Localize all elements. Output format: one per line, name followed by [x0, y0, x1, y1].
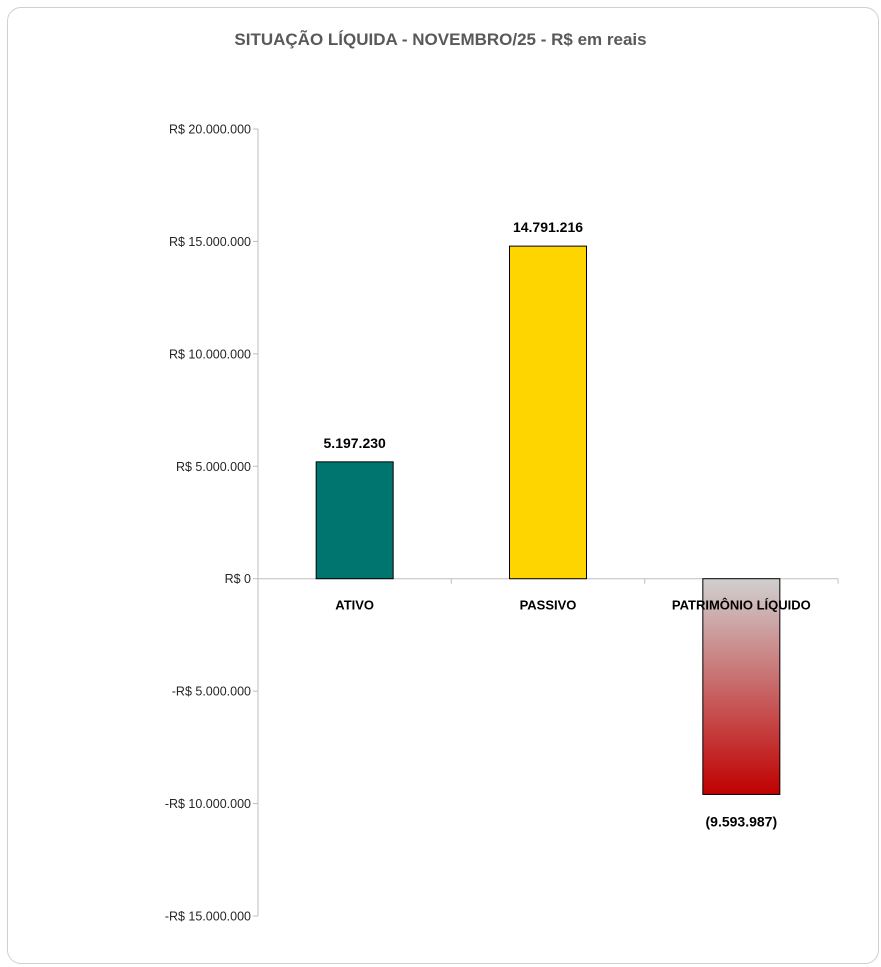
bar-layer: [315, 245, 781, 795]
y-tick-label: R$ 10.000.000: [169, 347, 251, 361]
data-label: 5.197.230: [324, 435, 386, 451]
y-tick-label: R$ 5.000.000: [176, 460, 251, 474]
chart-frame: [7, 7, 879, 964]
axis-layer: R$ 20.000.000 R$ 15.000.000 R$ 10.000.000 R…: [165, 123, 839, 924]
y-tick-label: -R$ 10.000.000: [165, 797, 251, 811]
bar-passivo: [509, 245, 587, 580]
label-layer: ATIVO 5.197.230 PASSIVO 14.791.216 PATRIMÔNI…: [324, 219, 811, 829]
y-tick-label: R$ 0: [225, 572, 251, 586]
y-tick-label: R$ 15.000.000: [169, 235, 251, 249]
bar-patrim-nio-l-quido: [702, 578, 781, 795]
y-tick-label: -R$ 5.000.000: [172, 685, 251, 699]
category-label: PASSIVO: [520, 598, 577, 613]
bar-ativo: [315, 461, 394, 580]
y-tick-label: R$ 20.000.000: [169, 123, 251, 137]
data-label: 14.791.216: [513, 219, 583, 235]
category-label: ATIVO: [335, 598, 374, 613]
y-tick-label: -R$ 15.000.000: [165, 910, 251, 924]
chart-title: SITUAÇÃO LÍQUIDA - NOVEMBRO/25 - R$ em r…: [234, 30, 647, 49]
category-label: PATRIMÔNIO LÍQUIDO: [672, 598, 811, 613]
data-label: (9.593.987): [706, 813, 778, 829]
